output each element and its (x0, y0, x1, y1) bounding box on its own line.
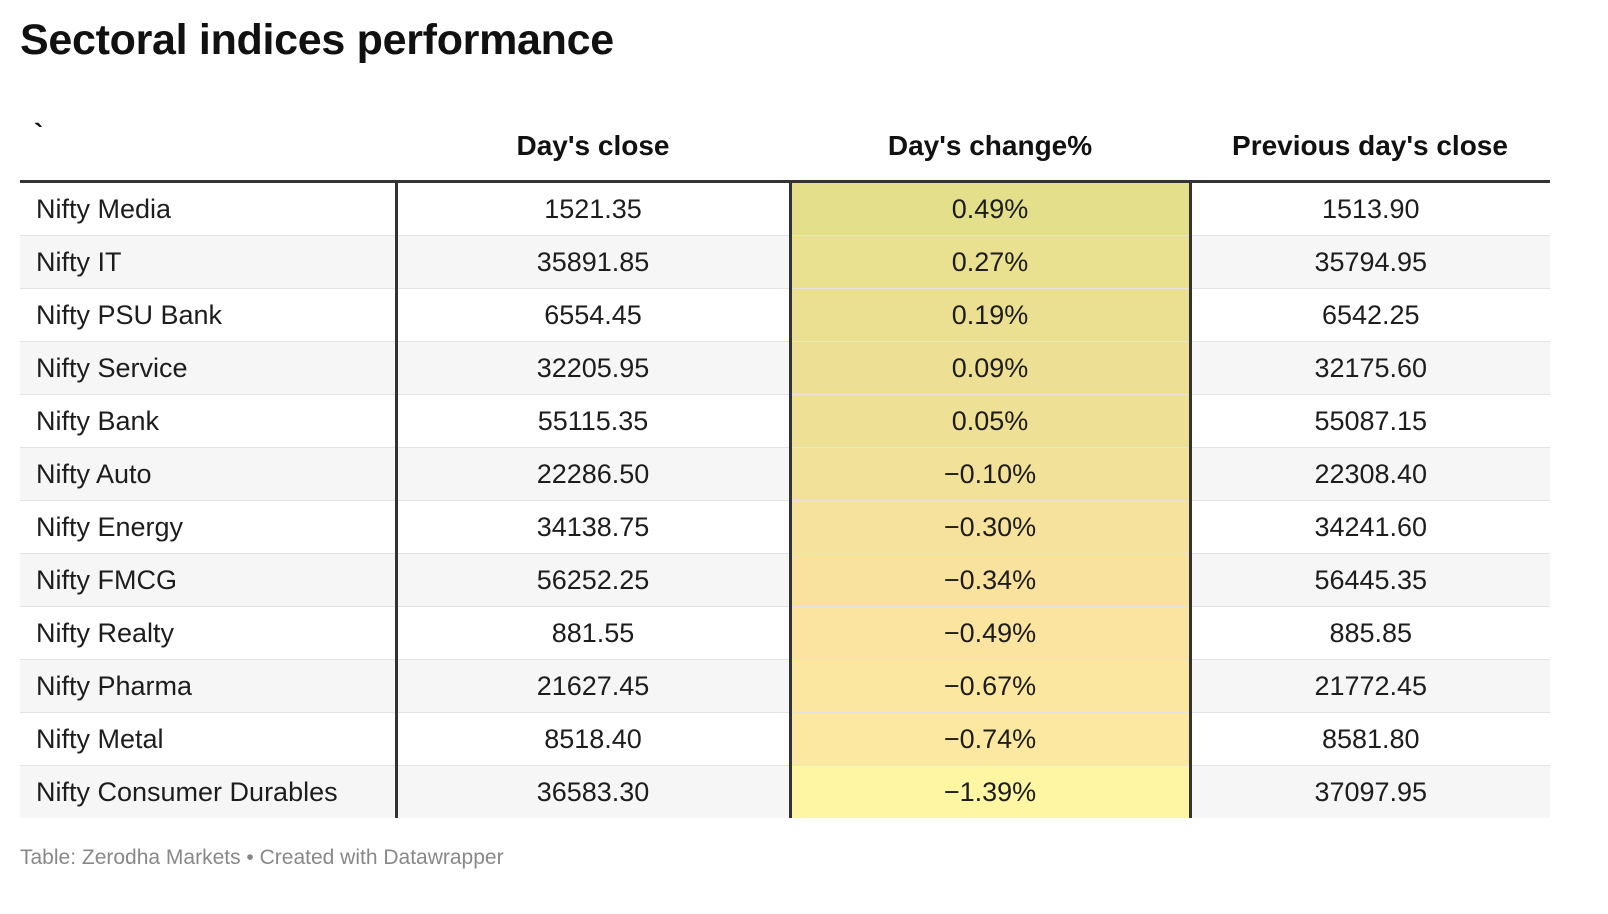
sector-name-cell: Nifty Bank (20, 394, 396, 448)
days-close-cell: 1521.35 (394, 181, 790, 236)
header-days-close[interactable]: Day's close (396, 112, 790, 183)
table-row: Nifty Service 32205.95 0.09% 32175.60 (20, 341, 1550, 395)
header-name[interactable]: ` (20, 112, 396, 183)
sector-name-cell: Nifty Media (20, 181, 396, 236)
sector-name-cell: Nifty Realty (20, 606, 396, 660)
table-row: Nifty PSU Bank 6554.45 0.19% 6542.25 (20, 288, 1550, 342)
previous-close-cell: 56445.35 (1190, 553, 1550, 607)
table-row: Nifty Realty 881.55 −0.49% 885.85 (20, 606, 1550, 660)
table-row: Nifty Media 1521.35 0.49% 1513.90 (20, 181, 1550, 236)
previous-close-cell: 6542.25 (1190, 288, 1550, 342)
days-close-cell: 34138.75 (394, 500, 790, 554)
days-change-cell: −0.74% (788, 712, 1192, 766)
previous-close-cell: 22308.40 (1190, 447, 1550, 501)
previous-close-cell: 37097.95 (1190, 765, 1550, 818)
sector-name-cell: Nifty PSU Bank (20, 288, 396, 342)
sector-name-cell: Nifty FMCG (20, 553, 396, 607)
source-note: Table: Zerodha Markets • Created with Da… (20, 846, 504, 869)
sector-name-cell: Nifty Auto (20, 447, 396, 501)
days-change-cell: 0.49% (788, 181, 1192, 236)
days-close-cell: 6554.45 (394, 288, 790, 342)
sector-name-cell: Nifty Energy (20, 500, 396, 554)
days-close-cell: 21627.45 (394, 659, 790, 713)
sector-table: ` Day's close Day's change% Previous day… (20, 112, 1550, 818)
previous-close-cell: 34241.60 (1190, 500, 1550, 554)
days-close-cell: 56252.25 (394, 553, 790, 607)
header-days-change[interactable]: Day's change% (790, 112, 1190, 183)
previous-close-cell: 55087.15 (1190, 394, 1550, 448)
previous-close-cell: 21772.45 (1190, 659, 1550, 713)
days-change-cell: 0.27% (788, 235, 1192, 289)
sector-name-cell: Nifty Metal (20, 712, 396, 766)
days-change-cell: −0.10% (788, 447, 1192, 501)
previous-close-cell: 8581.80 (1190, 712, 1550, 766)
table-header: ` Day's close Day's change% Previous day… (20, 112, 1550, 183)
sector-name-cell: Nifty Pharma (20, 659, 396, 713)
sector-name-cell: Nifty Service (20, 341, 396, 395)
days-close-cell: 32205.95 (394, 341, 790, 395)
days-change-cell: −0.30% (788, 500, 1192, 554)
table-row: Nifty Bank 55115.35 0.05% 55087.15 (20, 394, 1550, 448)
sector-name-cell: Nifty IT (20, 235, 396, 289)
table-row: Nifty Energy 34138.75 −0.30% 34241.60 (20, 500, 1550, 554)
days-change-cell: 0.19% (788, 288, 1192, 342)
table-row: Nifty IT 35891.85 0.27% 35794.95 (20, 235, 1550, 289)
header-previous-close[interactable]: Previous day's close (1190, 112, 1550, 183)
table-row: Nifty Auto 22286.50 −0.10% 22308.40 (20, 447, 1550, 501)
chart-title: Sectoral indices performance (20, 16, 614, 64)
days-close-cell: 881.55 (394, 606, 790, 660)
table-body: Nifty Media 1521.35 0.49% 1513.90 Nifty IT 35… (20, 181, 1550, 818)
days-change-cell: 0.05% (788, 394, 1192, 448)
days-change-cell: 0.09% (788, 341, 1192, 395)
days-close-cell: 35891.85 (394, 235, 790, 289)
days-change-cell: −0.34% (788, 553, 1192, 607)
previous-close-cell: 1513.90 (1190, 181, 1550, 236)
days-change-cell: −0.67% (788, 659, 1192, 713)
table-row: Nifty Metal 8518.40 −0.74% 8581.80 (20, 712, 1550, 766)
sector-name-cell: Nifty Consumer Durables (20, 765, 396, 818)
table-row: Nifty Pharma 21627.45 −0.67% 21772.45 (20, 659, 1550, 713)
table-row: Nifty FMCG 56252.25 −0.34% 56445.35 (20, 553, 1550, 607)
days-close-cell: 55115.35 (394, 394, 790, 448)
previous-close-cell: 885.85 (1190, 606, 1550, 660)
previous-close-cell: 35794.95 (1190, 235, 1550, 289)
days-close-cell: 36583.30 (394, 765, 790, 818)
table-row: Nifty Consumer Durables 36583.30 −1.39% 370… (20, 765, 1550, 818)
days-close-cell: 22286.50 (394, 447, 790, 501)
days-change-cell: −0.49% (788, 606, 1192, 660)
previous-close-cell: 32175.60 (1190, 341, 1550, 395)
days-close-cell: 8518.40 (394, 712, 790, 766)
days-change-cell: −1.39% (788, 765, 1192, 818)
